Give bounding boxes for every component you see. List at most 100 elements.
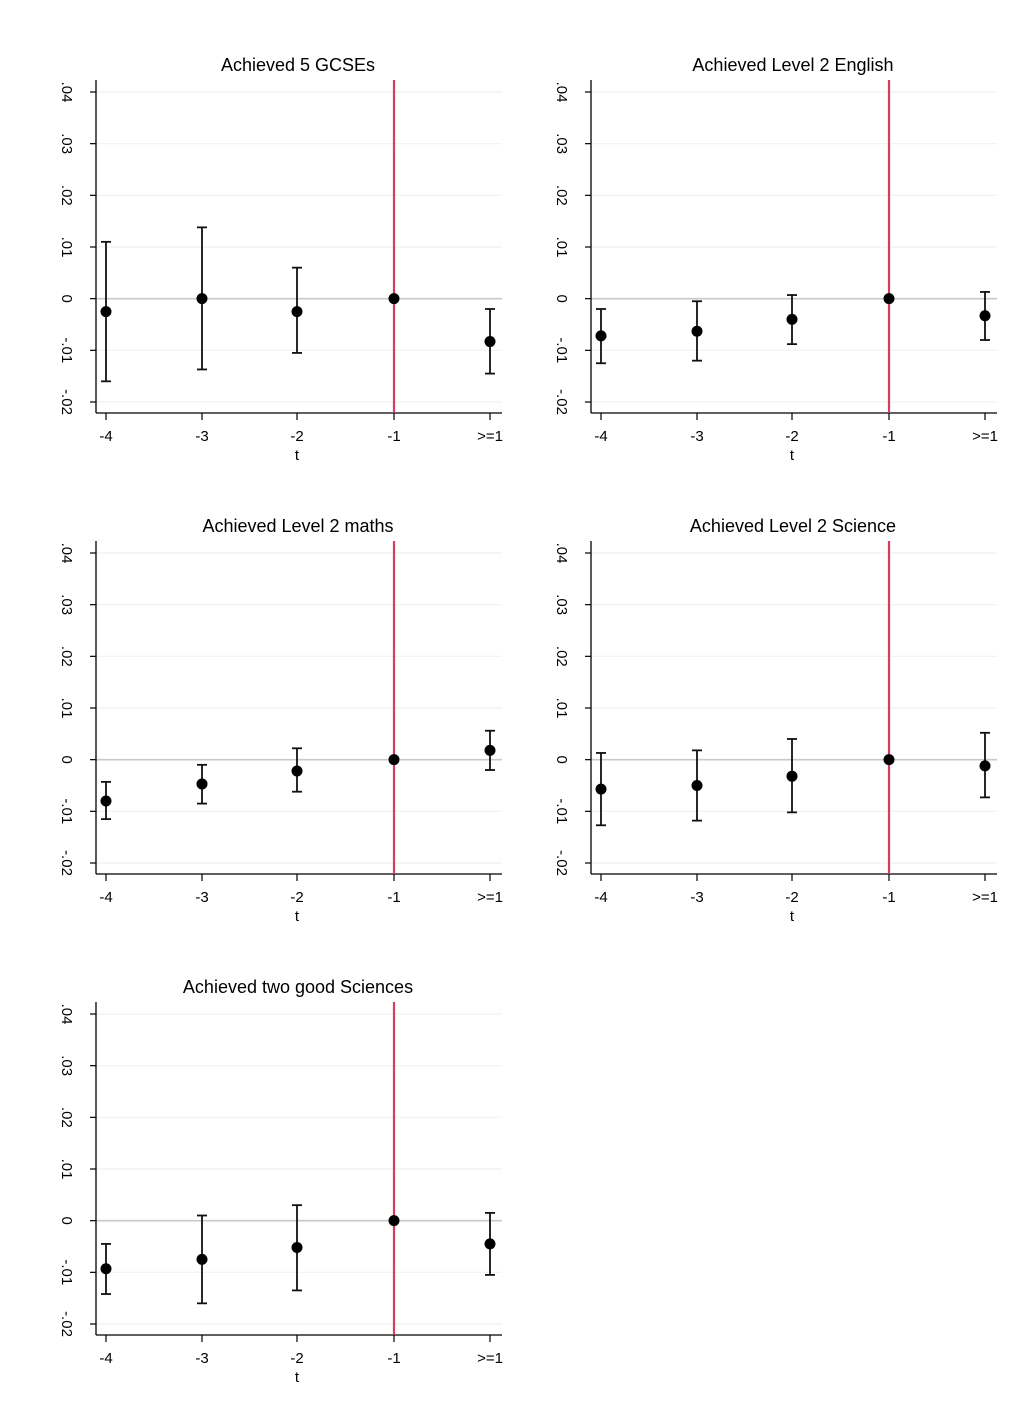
x-tick-label: -3	[195, 1350, 208, 1367]
data-point	[786, 313, 798, 325]
data-point	[388, 1215, 400, 1227]
x-tick-label: -4	[99, 889, 112, 906]
x-tick-label: -3	[690, 428, 703, 445]
data-point	[484, 744, 496, 756]
panel-3: .04 .03 .02 .01 0 -.01 -.02 -4 -3 -2 -1 >=1 t Achieve…	[58, 516, 503, 925]
y-tick-label: .04	[58, 543, 75, 564]
data-point	[196, 1253, 208, 1265]
data-point	[979, 760, 991, 772]
x-tick-label: -1	[882, 428, 895, 445]
y-tick-label: .04	[553, 82, 570, 103]
x-tick-label: -1	[387, 428, 400, 445]
y-tick-label: 0	[553, 294, 570, 302]
y-tick-label: 0	[58, 755, 75, 763]
y-tick-label: 0	[58, 294, 75, 302]
y-tick-label: .02	[58, 185, 75, 206]
x-axis-title: t	[790, 447, 795, 464]
panel-4: .04 .03 .02 .01 0 -.01 -.02 -4 -3 -2 -1 >=1 t Achieve…	[553, 516, 998, 925]
y-tick-label: .01	[58, 698, 75, 719]
data-point	[484, 1238, 496, 1250]
y-tick-label: 0	[58, 1216, 75, 1224]
data-point	[100, 795, 112, 807]
panel-title: Achieved Level 2 English	[692, 55, 893, 75]
data-point	[484, 336, 496, 348]
data-point	[595, 783, 607, 795]
panel-1: .04 .03 .02 .01 0 -.01 -.02 -4 -3 -2 -1 >=1 t Achieve…	[58, 55, 503, 464]
x-tick-label: >=1	[972, 889, 998, 906]
x-axis-title: t	[790, 908, 795, 925]
y-tick-label: -.02	[58, 850, 75, 876]
y-tick-label: -.02	[58, 389, 75, 415]
panel-title: Achieved two good Sciences	[183, 977, 413, 997]
data-point	[979, 310, 991, 322]
x-tick-label: -2	[785, 889, 798, 906]
data-point	[291, 1242, 303, 1254]
x-tick-label: >=1	[477, 889, 503, 906]
x-tick-label: -4	[99, 428, 112, 445]
panel-5: .04 .03 .02 .01 0 -.01 -.02 -4 -3 -2 -1 >=1 t Achieve…	[58, 977, 503, 1386]
data-point	[691, 325, 703, 337]
y-tick-label: .02	[58, 1107, 75, 1128]
data-point	[291, 306, 303, 318]
x-tick-label: -3	[195, 428, 208, 445]
y-tick-label: .03	[58, 594, 75, 615]
y-tick-label: .03	[553, 594, 570, 615]
data-point	[691, 780, 703, 791]
x-tick-label: -4	[594, 889, 607, 906]
x-tick-label: -2	[290, 889, 303, 906]
y-tick-label: .02	[553, 185, 570, 206]
y-tick-label: .01	[553, 698, 570, 719]
y-tick-label: -.01	[58, 798, 75, 824]
y-tick-label: .01	[58, 237, 75, 258]
data-point	[100, 1263, 112, 1275]
x-axis-title: t	[295, 1369, 300, 1386]
y-tick-label: -.02	[58, 1311, 75, 1337]
data-point	[883, 754, 895, 766]
x-tick-label: >=1	[972, 428, 998, 445]
x-tick-label: -1	[882, 889, 895, 906]
x-tick-label: -2	[785, 428, 798, 445]
y-tick-label: .01	[553, 237, 570, 258]
panel-2: .04 .03 .02 .01 0 -.01 -.02 -4 -3 -2 -1 >=1 t Achieve…	[553, 55, 998, 464]
y-tick-label: -.01	[58, 1259, 75, 1285]
data-point	[291, 765, 303, 777]
y-tick-label: .04	[58, 1004, 75, 1025]
y-tick-label: -.02	[553, 389, 570, 415]
y-tick-label: .03	[58, 133, 75, 154]
x-tick-label: -2	[290, 1350, 303, 1367]
panel-title: Achieved 5 GCSEs	[221, 55, 375, 75]
y-tick-label: .03	[58, 1055, 75, 1076]
y-tick-label: .04	[553, 543, 570, 564]
data-point	[196, 778, 208, 790]
panel-title: Achieved Level 2 Science	[690, 516, 896, 536]
data-point	[100, 306, 112, 318]
data-point	[196, 293, 208, 305]
x-axis-title: t	[295, 908, 300, 925]
y-tick-label: -.01	[553, 798, 570, 824]
x-tick-label: >=1	[477, 428, 503, 445]
x-tick-label: -4	[594, 428, 607, 445]
y-tick-label: -.01	[58, 337, 75, 363]
data-point	[388, 754, 400, 766]
panel-title: Achieved Level 2 maths	[202, 516, 393, 536]
data-point	[595, 330, 607, 342]
x-tick-label: -3	[690, 889, 703, 906]
x-tick-label: -1	[387, 889, 400, 906]
y-tick-label: .01	[58, 1159, 75, 1180]
data-point	[786, 770, 798, 782]
y-tick-label: .02	[58, 646, 75, 667]
y-tick-label: .03	[553, 133, 570, 154]
y-tick-label: .04	[58, 82, 75, 103]
x-tick-label: -2	[290, 428, 303, 445]
x-tick-label: -4	[99, 1350, 112, 1367]
x-tick-label: >=1	[477, 1350, 503, 1367]
y-tick-label: .02	[553, 646, 570, 667]
x-axis-title: t	[295, 447, 300, 464]
y-tick-label: -.02	[553, 850, 570, 876]
y-tick-label: -.01	[553, 337, 570, 363]
data-point	[883, 293, 895, 305]
y-tick-label: 0	[553, 755, 570, 763]
data-point	[388, 293, 400, 305]
